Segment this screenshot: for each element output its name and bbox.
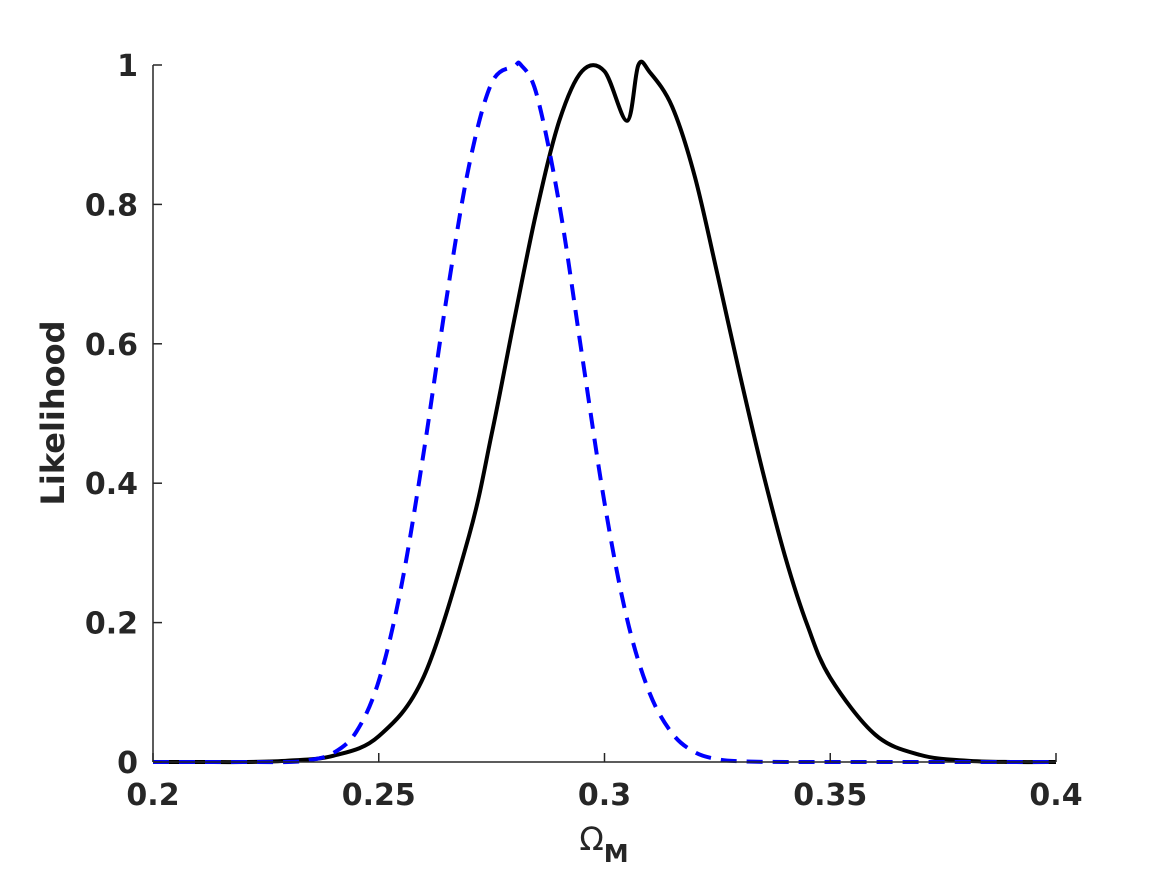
x-tick-label: 0.2 <box>126 778 179 813</box>
y-tick-label: 0.4 <box>85 467 138 502</box>
x-tick-label: 0.35 <box>793 778 867 813</box>
dashed-series-line <box>153 60 1056 765</box>
x-axis-title-symbol: Ω <box>579 820 603 858</box>
x-axis-title: ΩM <box>579 820 628 868</box>
x-tick-label: 0.4 <box>1029 778 1082 813</box>
solid-series-line <box>153 59 1057 765</box>
y-axis-title: Likelihood <box>34 320 72 505</box>
x-tick-label: 0.3 <box>578 778 631 813</box>
axes: 0.2 0.25 0.3 0.35 0.400.20.40.60.81 <box>85 49 1083 813</box>
y-tick-label: 0.2 <box>85 607 138 642</box>
y-tick-label: 0.8 <box>85 188 138 223</box>
x-axis-title-subscript: M <box>604 839 629 868</box>
y-tick-label: 0.6 <box>85 328 138 363</box>
plot-area <box>153 59 1057 765</box>
y-tick-label: 1 <box>117 49 138 84</box>
y-tick-label: 0 <box>117 746 138 781</box>
x-tick-label: 0.25 <box>342 778 416 813</box>
